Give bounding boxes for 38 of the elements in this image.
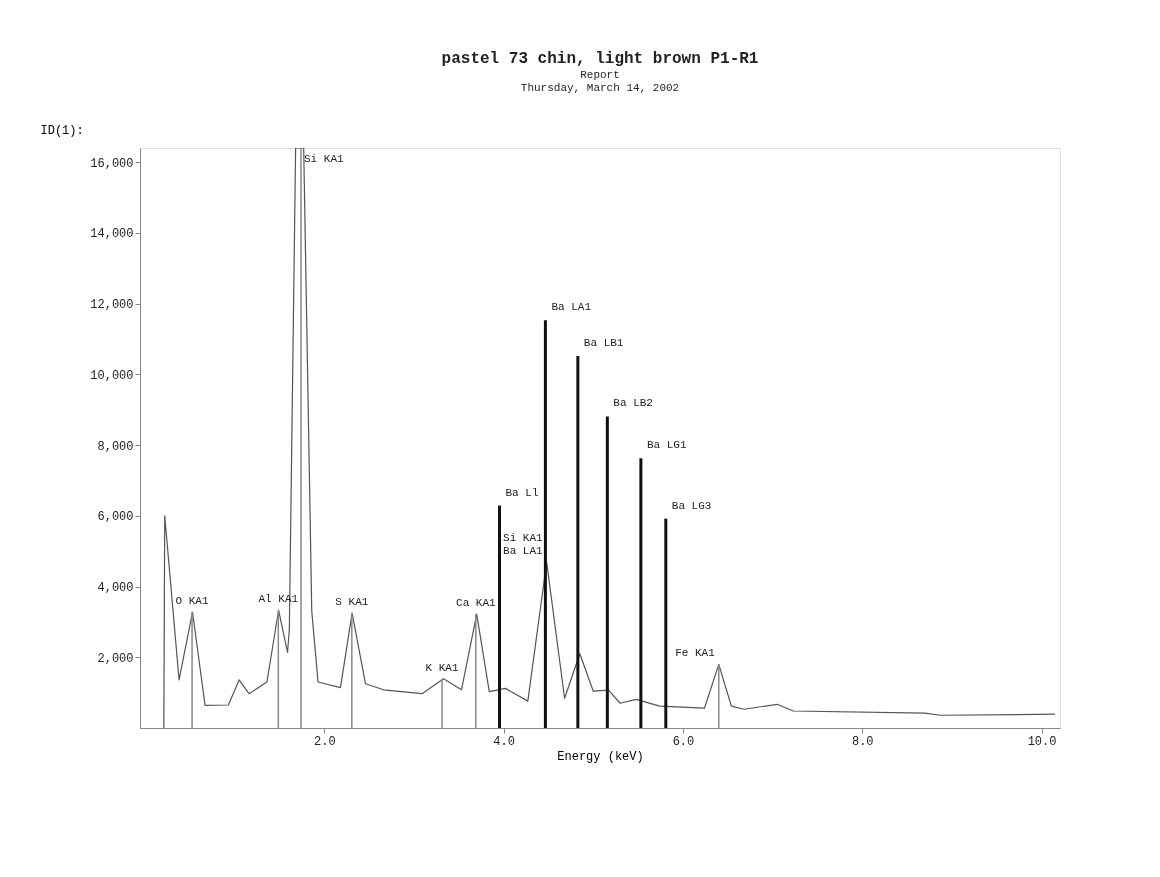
annotation: Si KA1 — [503, 532, 544, 545]
bar — [639, 458, 643, 728]
annotation: Ba Ll — [505, 486, 539, 499]
bar — [576, 355, 580, 728]
annotation: Ba LB1 — [583, 336, 624, 349]
y-tick-label: 2,000 — [97, 651, 134, 666]
bar — [605, 416, 609, 728]
y-tick-label: 12,000 — [90, 298, 134, 313]
annotation: Fe KA1 — [675, 647, 716, 660]
bar — [664, 518, 668, 728]
annotation: O KA1 — [175, 595, 209, 607]
annotation: Ba LA1 — [551, 301, 592, 314]
chart-title: pastel 73 chin, light brown P1-R1 — [441, 50, 759, 68]
x-axis-title: Energy (keV) — [557, 749, 644, 764]
bar — [543, 320, 547, 728]
y-tick-label: 4,000 — [97, 581, 134, 596]
annotation: Ba LA1 — [503, 545, 544, 558]
annotation: Si KA1 — [304, 153, 345, 165]
annotation: S KA1 — [335, 596, 369, 609]
x-tick-label: 6.0 — [672, 734, 695, 749]
x-tick-label: 8.0 — [851, 734, 874, 749]
y-tick-label: 6,000 — [97, 510, 134, 525]
line-series — [163, 148, 1056, 728]
bar — [498, 505, 501, 728]
annotation: K KA1 — [425, 661, 459, 674]
x-tick-label: 4.0 — [493, 734, 515, 749]
x-tick-label: 10.0 — [1027, 734, 1057, 749]
annotation: Ba LB2 — [613, 397, 653, 410]
annotation: Ba LG1 — [646, 439, 687, 452]
chart-subtitle: Report Thursday, March 14, 2002 — [520, 69, 680, 94]
y-axis-title: ID(1): — [40, 123, 84, 138]
y-tick-label: 8,000 — [97, 439, 134, 454]
y-tick-label: 10,000 — [90, 368, 134, 383]
y-tick-label: 16,000 — [90, 156, 134, 171]
x-tick-label: 2.0 — [314, 734, 336, 749]
annotation: Ba LG3 — [671, 499, 712, 512]
y-tick-label: 14,000 — [90, 227, 134, 242]
annotation: Ca KA1 — [456, 597, 497, 610]
